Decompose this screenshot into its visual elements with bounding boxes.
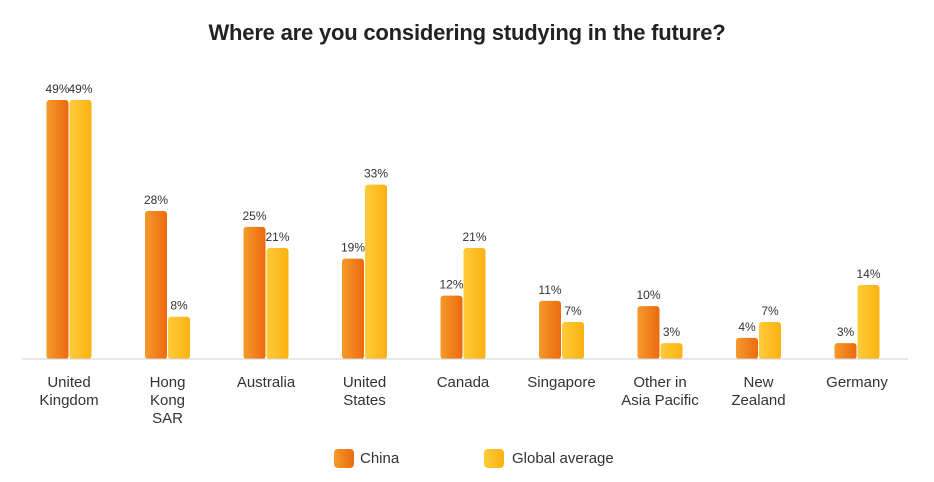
bar-global-8 [857,285,880,359]
bar-global-4 [463,248,486,359]
category-label-line: Kong [150,392,185,409]
category-label-4: Canada [437,374,490,391]
category-label-line: Canada [437,374,490,391]
legend-label-china: China [360,450,400,467]
bar-china-6 [637,306,660,359]
data-label-china-3: 19% [341,241,365,255]
category-label-line: States [343,392,386,409]
category-label-7: New Zealand [731,374,785,409]
bar-global-6 [660,343,683,359]
category-label-line: United [343,374,386,391]
data-label-global-0: 49% [68,82,92,96]
bar-china-0 [46,100,69,359]
category-label-line: United [47,374,90,391]
data-label-china-1: 28% [144,193,168,207]
data-label-china-5: 11% [538,283,561,297]
category-label-line: Germany [826,374,888,391]
category-label-1: Hong Kong SAR [150,374,186,427]
bar-china-4 [440,295,463,359]
bar-global-2 [266,248,289,359]
bar-china-1 [145,211,167,359]
bar-global-5 [562,322,584,359]
chart-title: Where are you considering studying in th… [208,20,726,45]
legend: China Global average [334,449,614,468]
data-label-global-1: 8% [170,299,188,313]
bar-global-7 [759,322,781,359]
bar-china-8 [834,343,857,359]
data-label-china-7: 4% [738,320,756,334]
category-label-line: Zealand [731,392,785,409]
category-label-6: Other in Asia Pacific [621,374,699,409]
category-label-line: Asia Pacific [621,392,699,409]
category-label-line: New [743,374,773,391]
data-label-global-3: 33% [364,167,388,181]
category-label-5: Singapore [527,374,595,391]
category-label-3: United States [343,374,386,409]
category-label-8: Germany [826,374,888,391]
data-label-global-7: 7% [761,304,779,318]
data-label-china-0: 49% [45,82,69,96]
category-label-line: Hong [150,374,186,391]
data-label-global-4: 21% [462,230,486,244]
category-label-0: United Kingdom [39,374,98,409]
data-label-china-8: 3% [837,325,855,339]
category-label-line: SAR [152,410,183,427]
category-label-line: Australia [237,374,296,391]
bar-china-2 [243,226,266,359]
legend-swatch-china [334,449,354,468]
bar-china-7 [736,337,758,359]
data-label-china-4: 12% [439,278,463,292]
data-label-china-6: 10% [636,288,660,302]
category-label-2: Australia [237,374,296,391]
legend-swatch-global [484,449,504,468]
data-label-global-6: 3% [663,325,681,339]
bar-china-3 [342,258,364,359]
bar-china-5 [539,300,561,359]
legend-label-global: Global average [512,450,614,467]
category-label-line: Singapore [527,374,595,391]
bar-global-1 [168,316,190,359]
data-label-global-2: 21% [265,230,289,244]
data-label-china-2: 25% [242,209,266,223]
bar-global-3 [365,184,387,359]
category-label-line: Kingdom [39,392,98,409]
bar-global-0 [69,100,92,359]
data-label-global-8: 14% [856,267,880,281]
category-label-line: Other in [633,374,686,391]
data-label-global-5: 7% [564,304,582,318]
